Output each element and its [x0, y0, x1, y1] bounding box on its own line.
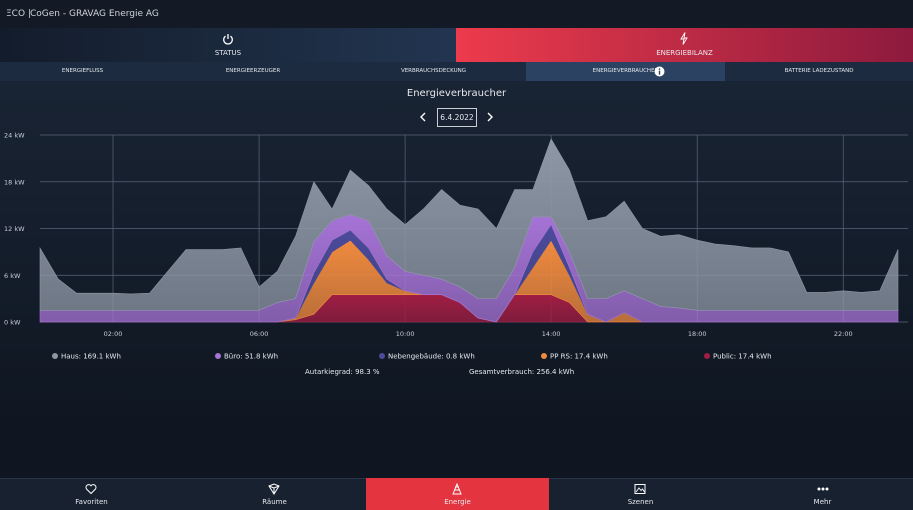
nav-item[interactable]: Räume	[183, 478, 366, 510]
x-tick-label: 22:00	[834, 330, 853, 338]
nav-item-active[interactable]: Energie	[366, 478, 549, 510]
tab-energiebilanz[interactable]: ENERGIEBILANZ	[456, 28, 913, 62]
autarky: Autarkiegrad: 98.3 %	[305, 368, 380, 376]
app-title: CoGen - GRAVAG Energie AG	[30, 9, 159, 19]
subtab[interactable]: ENERGIEERZEUGER	[165, 62, 341, 81]
tab-label: STATUS	[214, 49, 242, 57]
legend-label: Haus: 169.1 kWh	[61, 353, 121, 361]
x-tick-label: 18:00	[688, 330, 707, 338]
x-tick-label: 10:00	[396, 330, 415, 338]
heart-icon	[85, 484, 97, 495]
prev-day[interactable]	[419, 112, 427, 122]
scenes-icon	[634, 484, 646, 494]
power-icon	[223, 34, 233, 45]
logo: ΞCO |	[6, 9, 31, 19]
x-tick-label: 02:00	[104, 330, 123, 338]
nav-item[interactable]: Szenen	[549, 478, 732, 510]
x-tick-label: 14:00	[542, 330, 561, 338]
y-tick-label: 0 kW	[4, 319, 21, 327]
y-tick-label: 18 kW	[4, 178, 25, 186]
tab-status[interactable]: STATUS	[0, 28, 456, 62]
chart-title: Energieverbraucher	[406, 88, 507, 99]
tab-label: ENERGIEBILANZ	[656, 49, 713, 57]
subtab[interactable]: VERBRAUCHSDECKUNG	[341, 62, 526, 81]
subtab-label: ENERGIEVERBRAUCHER	[592, 68, 659, 74]
nav-item[interactable]: Favoriten	[0, 478, 183, 510]
legend-swatch	[541, 353, 547, 359]
legend-label: Nebengebäude: 0.8 kWh	[388, 353, 475, 361]
legend-label: Büro: 51.8 kWh	[224, 353, 278, 361]
nav-item[interactable]: Mehr	[732, 478, 913, 510]
header: ΞCO | CoGen - GRAVAG Energie AG	[0, 0, 913, 28]
area-band	[39, 138, 899, 311]
subtab-active[interactable]: ENERGIEVERBRAUCHER	[526, 62, 725, 81]
nav-label: Favoriten	[75, 498, 108, 506]
y-tick-label: 24 kW	[4, 132, 25, 140]
nav-label: Energie	[444, 498, 471, 506]
bolt-icon	[680, 32, 688, 45]
energy-icon	[452, 483, 462, 495]
subtab[interactable]: BATTERIE LADEZUSTAND	[725, 62, 913, 81]
legend-swatch	[704, 353, 710, 359]
rooms-icon	[268, 483, 280, 495]
legend-label: PP RS: 17.4 kWh	[550, 353, 608, 361]
more-icon	[817, 487, 829, 491]
nav-label: Räume	[262, 498, 287, 506]
legend-label: Public: 17.4 kWh	[713, 353, 772, 361]
nav-label: Szenen	[627, 498, 654, 506]
y-tick-label: 12 kW	[4, 225, 25, 233]
legend-swatch	[215, 353, 221, 359]
total-consumption: Gesamtverbrauch: 256.4 kWh	[469, 368, 575, 376]
legend-swatch	[52, 353, 58, 359]
chart: 0 kW 6 kW 12 kW 18 kW 24 kW 02:00 06:00 10:00 14…	[4, 132, 908, 361]
info-icon[interactable]	[654, 66, 665, 77]
x-tick-label: 06:00	[250, 330, 269, 338]
subtab[interactable]: ENERGIEFLUSS	[0, 62, 165, 81]
legend-swatch	[379, 353, 385, 359]
nav-label: Mehr	[813, 498, 832, 506]
date-picker[interactable]: 6.4.2022	[437, 108, 477, 127]
y-tick-label: 6 kW	[4, 272, 21, 280]
next-day[interactable]	[486, 112, 494, 122]
